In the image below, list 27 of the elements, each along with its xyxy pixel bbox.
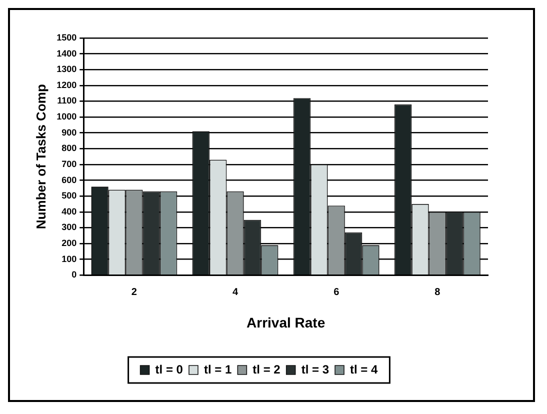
y-tick-label: 700 (62, 158, 77, 169)
y-tick-label: 1500 (56, 32, 77, 42)
y-tick-label: 400 (62, 206, 77, 216)
y-tick-label: 900 (62, 127, 77, 138)
y-axis-title: Number of Tasks Comp (33, 84, 48, 230)
y-tick-label: 200 (62, 238, 77, 248)
x-tick-label: 2 (131, 286, 138, 298)
y-tick-label: 300 (62, 222, 77, 232)
y-tick-label: 1200 (56, 80, 77, 90)
x-tick-label: 4 (232, 286, 238, 298)
y-tick-label: 1400 (56, 48, 77, 58)
y-tick-label: 1000 (56, 112, 77, 122)
y-tick-label: 0 (72, 270, 77, 280)
legend-label: tl = 3 (301, 362, 330, 376)
x-tick-label: 6 (334, 286, 340, 298)
y-tick-label: 100 (62, 254, 77, 264)
x-tick-label: 8 (434, 286, 441, 298)
legend-label: tl = 1 (204, 362, 232, 376)
legend-label: tl = 0 (155, 362, 184, 376)
x-axis-title: Arrival Rate (246, 314, 326, 330)
legend-label: tl = 4 (350, 362, 378, 376)
y-tick-label: 800 (62, 143, 77, 154)
y-tick-label: 1300 (56, 64, 77, 74)
y-tick-label: 600 (62, 174, 77, 185)
y-tick-label: 1100 (57, 96, 77, 106)
legend-label: tl = 2 (252, 362, 281, 376)
y-tick-label: 500 (62, 190, 77, 201)
